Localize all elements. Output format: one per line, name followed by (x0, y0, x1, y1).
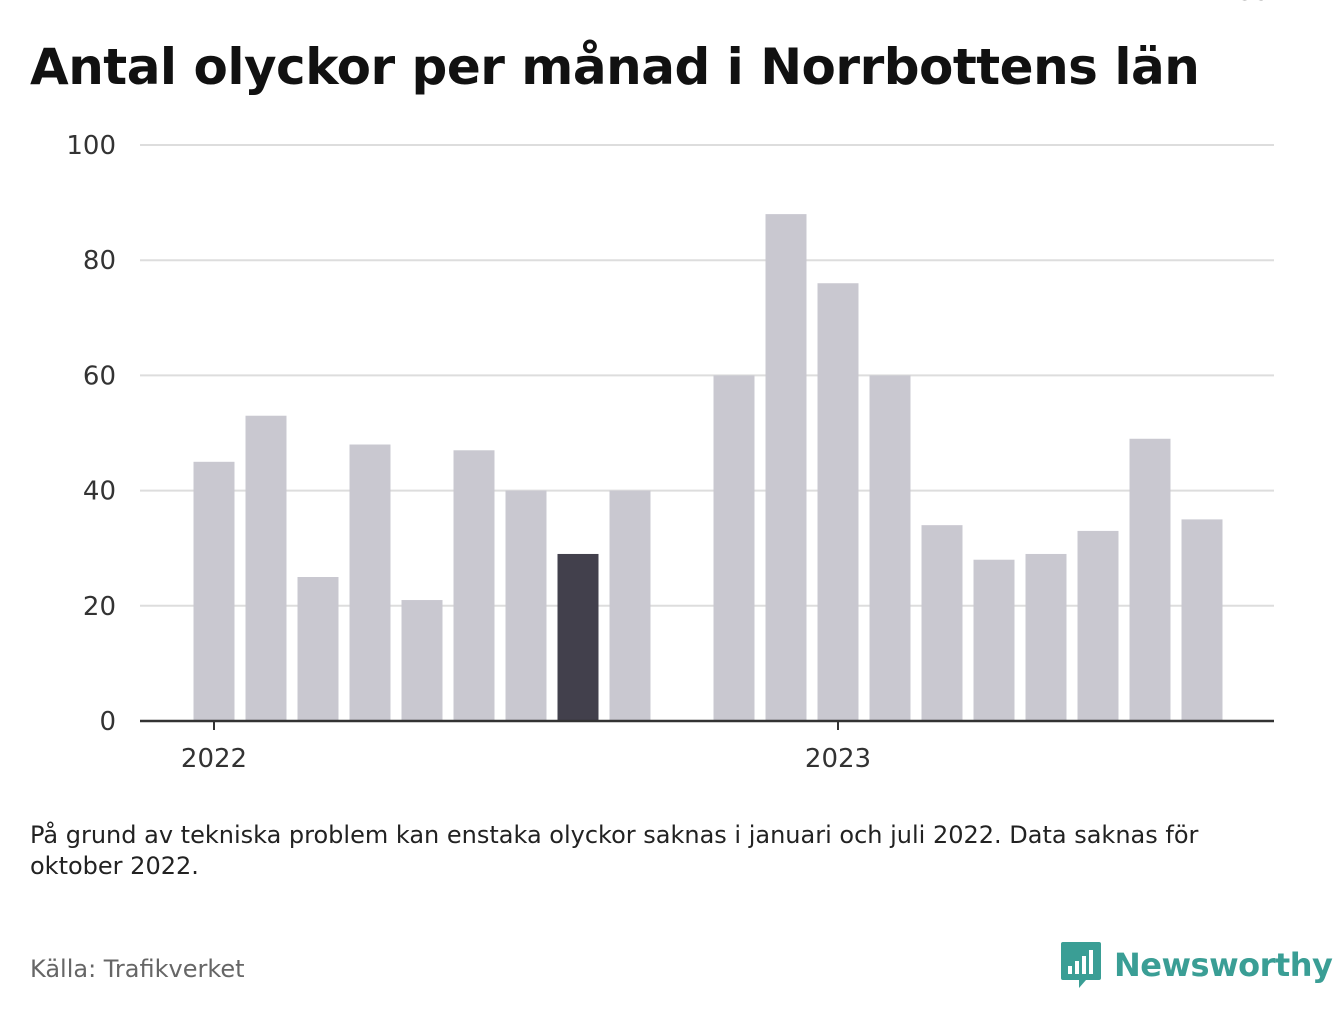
bar (973, 559, 1015, 721)
y-tick-label: 60 (83, 361, 116, 391)
bar (609, 490, 651, 721)
y-tick-label: 20 (83, 592, 116, 622)
bar (817, 283, 859, 721)
bar (349, 444, 391, 721)
bar (245, 415, 287, 721)
bars (193, 214, 1223, 721)
bar (297, 577, 339, 721)
bar (1129, 438, 1171, 721)
bar-chart: 0 20 40 60 80 100 2022 2023 35 (66, 0, 1274, 774)
bar (453, 450, 495, 721)
bar (1181, 519, 1223, 721)
x-tick-label: 2023 (805, 744, 871, 774)
data-label: 35 (1237, 0, 1270, 7)
brand-logo: Newsworthy (1060, 940, 1333, 990)
labels: 0 20 40 60 80 100 2022 2023 35 (66, 0, 1270, 774)
bar (505, 490, 547, 721)
chart-title: Antal olyckor per månad i Norrbottens lä… (30, 38, 1200, 96)
bar (193, 461, 235, 721)
axes (140, 719, 1274, 730)
y-tick-label: 80 (83, 246, 116, 276)
bar (557, 553, 599, 721)
bar (713, 375, 755, 721)
chart-note: På grund av tekniska problem kan enstaka… (30, 821, 1199, 880)
y-tick-label: 40 (83, 477, 116, 507)
bar-chart-speech-icon (1061, 942, 1101, 988)
bar (1025, 553, 1067, 721)
bar (921, 525, 963, 721)
bar (1077, 530, 1119, 721)
x-tick-label: 2022 (181, 744, 247, 774)
brand-name: Newsworthy (1114, 946, 1333, 984)
y-tick-label: 0 (99, 707, 116, 737)
source-text: Källa: Trafikverket (30, 955, 245, 983)
bar (869, 375, 911, 721)
y-tick-label: 100 (66, 131, 116, 161)
bar (765, 214, 807, 721)
bar (401, 600, 443, 721)
